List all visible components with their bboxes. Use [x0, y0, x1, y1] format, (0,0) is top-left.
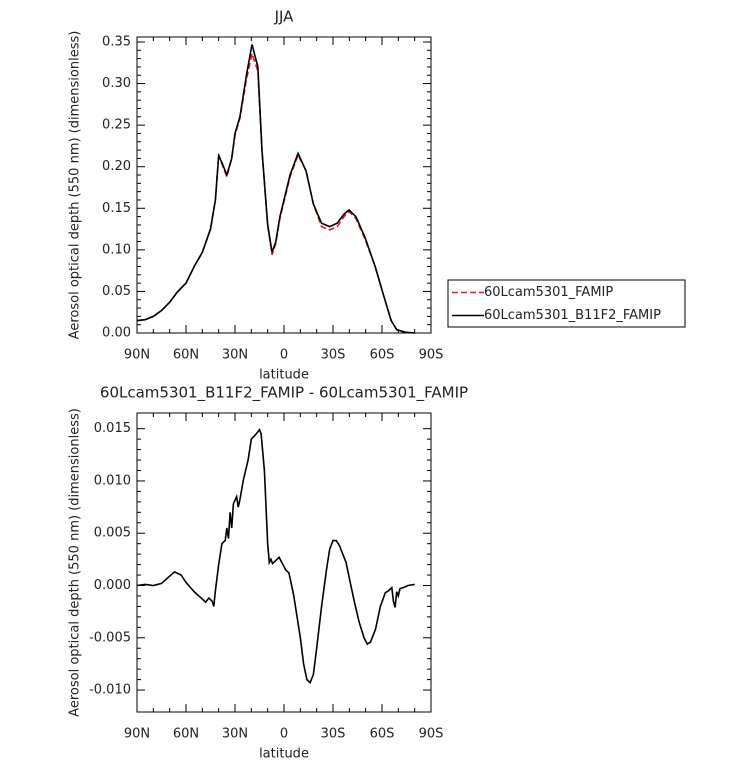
x-tick-label: 90S: [419, 348, 444, 363]
x-tick-label: 30N: [222, 348, 248, 363]
chart-title: 60Lcam5301_B11F2_FAMIP - 60Lcam5301_FAMI…: [100, 384, 468, 403]
y-tick-label: 0.30: [102, 76, 131, 91]
legend-label: 60Lcam5301_B11F2_FAMIP: [484, 308, 661, 323]
x-tick-label: 60N: [173, 348, 199, 363]
y-tick-label: -0.010: [89, 683, 131, 698]
y-tick-label: 0.20: [102, 159, 131, 174]
y-axis-label: Aerosol optical depth (550 nm) (dimensio…: [68, 31, 83, 340]
y-tick-label: 0.05: [102, 284, 131, 299]
x-tick-label: 0: [280, 348, 288, 363]
y-tick-label: 0.15: [102, 201, 131, 216]
y-tick-label: 0.005: [94, 526, 131, 541]
x-tick-label: 90N: [124, 348, 150, 363]
y-tick-label: 0.25: [102, 118, 131, 133]
plot-frame: [136, 412, 432, 713]
data-line: [136, 44, 415, 334]
x-axis-label: latitude: [259, 747, 309, 762]
x-tick-label: 60S: [370, 727, 395, 742]
x-tick-label: 90N: [124, 727, 150, 742]
y-tick-label: 0.000: [94, 578, 131, 593]
y-tick-label: 0.35: [102, 34, 131, 49]
x-tick-label: 30S: [321, 727, 346, 742]
chart-title: JJA: [274, 8, 295, 26]
x-tick-label: 90S: [419, 727, 444, 742]
y-tick-label: 0.010: [94, 473, 131, 488]
legend-box: [447, 279, 686, 328]
x-axis-label: latitude: [259, 368, 309, 383]
y-tick-label: 0.00: [102, 326, 131, 341]
y-tick-label: 0.015: [94, 421, 131, 436]
data-line: [136, 428, 415, 685]
x-tick-label: 0: [280, 727, 288, 742]
x-tick-label: 60N: [173, 727, 199, 742]
y-tick-label: -0.005: [89, 630, 131, 645]
legend-label: 60Lcam5301_FAMIP: [484, 285, 613, 300]
y-axis-label: Aerosol optical depth (550 nm) (dimensio…: [68, 408, 83, 717]
x-tick-label: 30N: [222, 727, 248, 742]
x-tick-label: 60S: [370, 348, 395, 363]
x-tick-label: 30S: [321, 348, 346, 363]
y-tick-label: 0.10: [102, 242, 131, 257]
